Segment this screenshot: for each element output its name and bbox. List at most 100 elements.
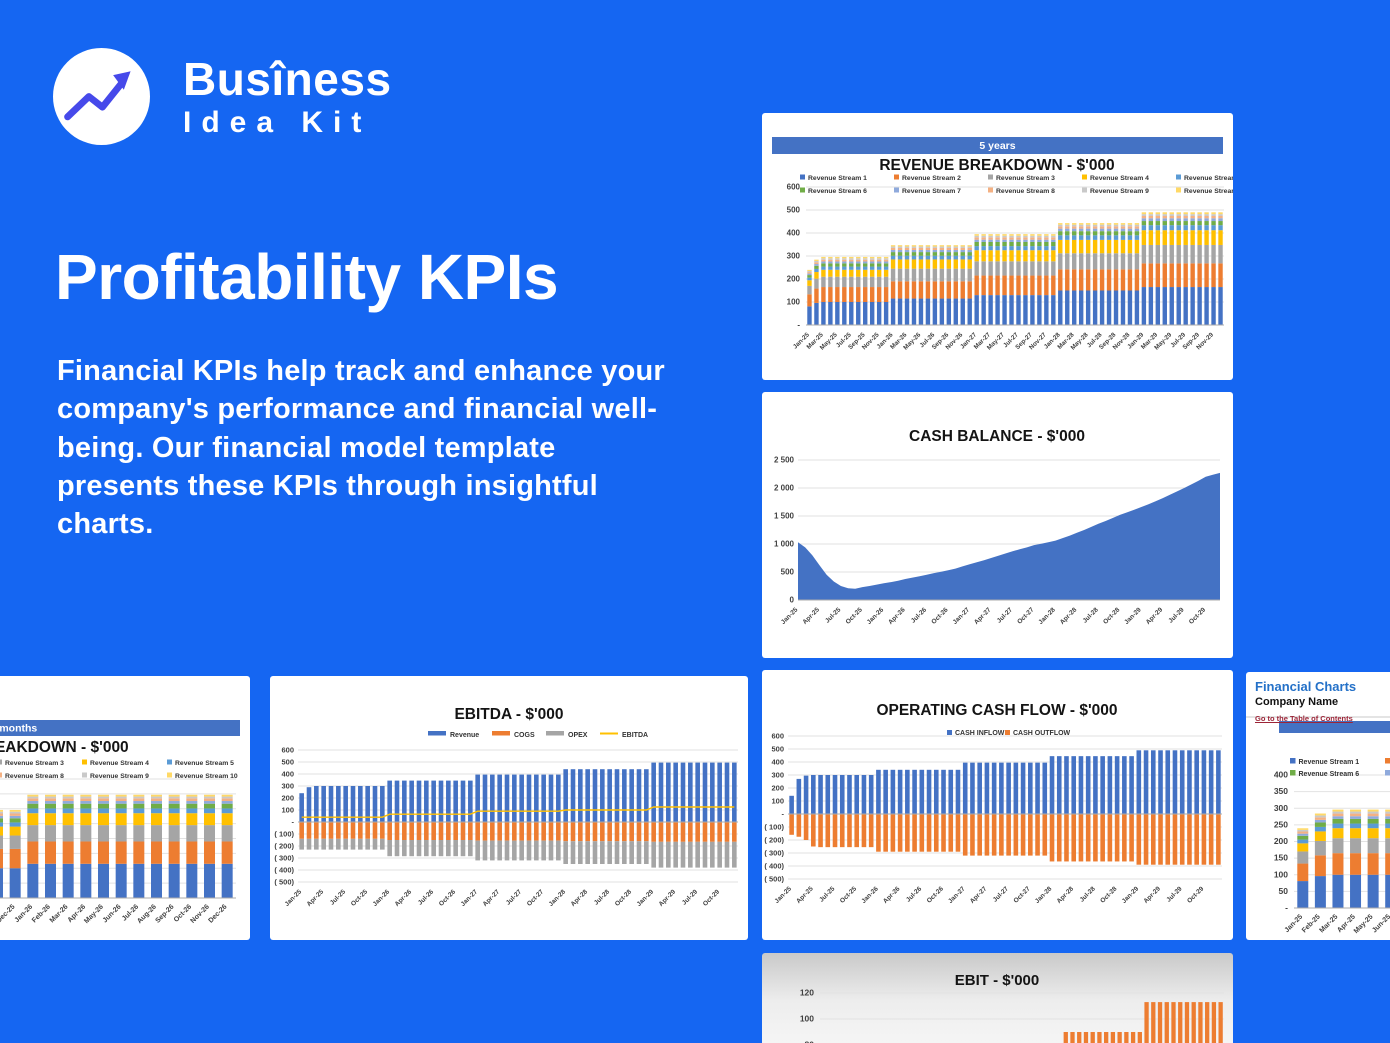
svg-text:Jan-26: Jan-26 — [860, 885, 880, 905]
svg-text:Apr-27: Apr-27 — [482, 888, 502, 908]
svg-text:-: - — [797, 321, 800, 330]
svg-text:Jan-29: Jan-29 — [1121, 885, 1141, 905]
svg-text:Jan-29: Jan-29 — [636, 888, 656, 908]
svg-text:REVENUE BREAKDOWN - $'000: REVENUE BREAKDOWN - $'000 — [0, 739, 129, 756]
svg-text:Oct-28: Oct-28 — [1102, 606, 1122, 626]
svg-text:Dec-25: Dec-25 — [0, 903, 17, 924]
svg-text:Revenue Stream 5: Revenue Stream 5 — [1184, 175, 1233, 182]
svg-text:( 100): ( 100) — [274, 830, 294, 839]
card-ebit: EBIT - $'00012010080Jan-25Apr-25Jul-25Oc… — [762, 953, 1233, 1043]
svg-text:Jul-27: Jul-27 — [505, 888, 524, 907]
svg-text:( 500): ( 500) — [764, 875, 784, 884]
chart-revenue-breakdown-5y: 5 years REVENUE BREAKDOWN - $'000 600 500 40… — [772, 137, 1233, 352]
svg-text:1 500: 1 500 — [774, 512, 795, 521]
svg-text:600: 600 — [281, 746, 294, 755]
card-ebitda: EBITDA - $'000 600 500 400 300 200 100 - ( 100) (… — [270, 676, 748, 940]
svg-text:Jul-29: Jul-29 — [681, 888, 700, 907]
svg-text:Nov-26: Nov-26 — [189, 903, 211, 925]
svg-text:Jul-28: Jul-28 — [593, 888, 612, 907]
svg-text:Revenue Stream 7: Revenue Stream 7 — [902, 188, 961, 195]
svg-text:300: 300 — [1274, 803, 1288, 813]
svg-text:Jan-28: Jan-28 — [548, 888, 568, 908]
svg-text:Apr-27: Apr-27 — [969, 885, 989, 905]
svg-text:Oct-28: Oct-28 — [614, 888, 634, 908]
svg-text:2 500: 2 500 — [774, 456, 795, 465]
svg-text:Revenue Stream 10: Revenue Stream 10 — [1184, 188, 1233, 195]
svg-text:( 200): ( 200) — [274, 842, 294, 851]
svg-text:May-26: May-26 — [83, 903, 105, 925]
page-description: Financial KPIs help track and enhance yo… — [57, 355, 665, 541]
svg-text:Revenue Stream 4: Revenue Stream 4 — [1090, 175, 1149, 182]
svg-text:Revenue Stream 10: Revenue Stream 10 — [175, 773, 238, 780]
svg-text:Revenue Stream 6: Revenue Stream 6 — [1299, 771, 1360, 778]
svg-text:600: 600 — [771, 732, 784, 741]
svg-text:100: 100 — [787, 298, 801, 307]
svg-text:80: 80 — [805, 1040, 815, 1043]
page-title: Profitability KPIs — [55, 241, 559, 313]
svg-text:Apr-27: Apr-27 — [973, 606, 993, 626]
svg-text:Oct-25: Oct-25 — [845, 606, 865, 626]
svg-text:( 300): ( 300) — [274, 854, 294, 863]
table-of-contents-link[interactable]: Go to the Table of Contents — [1255, 714, 1353, 723]
svg-text:Apr-29: Apr-29 — [1142, 885, 1162, 905]
svg-text:OPEX: OPEX — [568, 732, 588, 739]
svg-text:Jul-26: Jul-26 — [910, 606, 929, 625]
svg-text:Oct-29: Oct-29 — [702, 888, 722, 908]
svg-text:Revenue Stream 3: Revenue Stream 3 — [996, 175, 1055, 182]
svg-text:Apr-25: Apr-25 — [795, 885, 815, 905]
brand-logo — [53, 48, 150, 150]
svg-text:100: 100 — [281, 806, 294, 815]
svg-text:Jul-29: Jul-29 — [1167, 606, 1186, 625]
svg-text:Jan-26: Jan-26 — [866, 606, 886, 626]
svg-text:120: 120 — [800, 988, 814, 998]
svg-text:Revenue Stream 9: Revenue Stream 9 — [1090, 188, 1149, 195]
svg-text:Jul-27: Jul-27 — [996, 606, 1015, 625]
svg-text:-: - — [292, 818, 295, 827]
svg-text:500: 500 — [281, 758, 294, 767]
svg-text:200: 200 — [771, 784, 784, 793]
trend-arrow-icon — [53, 48, 150, 145]
card-revenue-breakdown-24m: 24 months REVENUE BREAKDOWN - $'000 Revenu… — [0, 676, 250, 940]
svg-text:400: 400 — [787, 229, 801, 238]
svg-text:Jul-25: Jul-25 — [329, 888, 348, 907]
svg-text:Jul-26: Jul-26 — [417, 888, 436, 907]
svg-text:0: 0 — [790, 596, 795, 605]
card-revenue-breakdown-5y: 5 years REVENUE BREAKDOWN - $'000 600 500 40… — [762, 113, 1233, 380]
svg-text:Jul-28: Jul-28 — [1079, 885, 1098, 904]
svg-text:Jun-26: Jun-26 — [102, 903, 123, 924]
svg-text:Jan-25: Jan-25 — [773, 885, 793, 905]
svg-text:Revenue Stream 5: Revenue Stream 5 — [175, 760, 234, 767]
svg-text:CASH OUTFLOW: CASH OUTFLOW — [1013, 730, 1071, 737]
svg-text:Oct-27: Oct-27 — [526, 888, 546, 908]
chart-financial-charts-mini: 24 months40035030025020015010050-Revenue… — [1246, 716, 1390, 935]
svg-text:Apr-26: Apr-26 — [394, 888, 414, 908]
svg-text:( 100): ( 100) — [764, 823, 784, 832]
svg-text:500: 500 — [771, 745, 784, 754]
svg-text:Revenue Stream 2: Revenue Stream 2 — [902, 175, 961, 182]
svg-text:Feb-26: Feb-26 — [31, 903, 52, 924]
brand-name: Busîness — [183, 53, 392, 105]
svg-text:( 200): ( 200) — [764, 836, 784, 845]
svg-text:Oct-25: Oct-25 — [839, 885, 859, 905]
svg-text:Apr-26: Apr-26 — [887, 606, 907, 626]
svg-text:100: 100 — [1274, 869, 1288, 879]
svg-text:Jul-27: Jul-27 — [992, 885, 1011, 904]
svg-text:400: 400 — [281, 770, 294, 779]
svg-text:500: 500 — [787, 206, 801, 215]
svg-text:Jan-26: Jan-26 — [372, 888, 392, 908]
svg-text:300: 300 — [787, 252, 801, 261]
svg-text:Oct-26: Oct-26 — [930, 606, 950, 626]
svg-text:Oct-25: Oct-25 — [350, 888, 370, 908]
svg-text:Jan-27: Jan-27 — [952, 606, 972, 626]
svg-text:Jan-25: Jan-25 — [284, 888, 304, 908]
svg-text:Apr-28: Apr-28 — [570, 888, 590, 908]
card-cash-balance: CASH BALANCE - $'000 2 500 2 000 1 500 1 000… — [762, 392, 1233, 658]
brand-text: Busîness Idea Kit — [183, 56, 392, 138]
svg-text:350: 350 — [1274, 786, 1288, 796]
svg-text:Jan-28: Jan-28 — [1037, 606, 1057, 626]
svg-text:200: 200 — [1274, 836, 1288, 846]
svg-text:Jan-26: Jan-26 — [14, 903, 35, 924]
chart-revenue-breakdown-24m: 24 months REVENUE BREAKDOWN - $'000 Revenu… — [0, 720, 240, 925]
svg-text:Jan-27: Jan-27 — [460, 888, 480, 908]
chart-cash-balance: CASH BALANCE - $'000 2 500 2 000 1 500 1 000… — [774, 428, 1220, 626]
